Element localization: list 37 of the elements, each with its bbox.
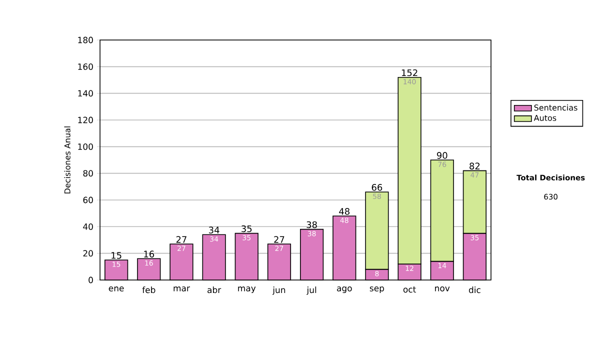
y-axis-title: Decisiones Anual [64, 126, 70, 194]
total-label: 35 [242, 225, 252, 232]
x-tick-label: mar [174, 286, 190, 292]
total-label: 38 [306, 221, 317, 228]
total-label: 66 [372, 184, 382, 191]
total-label: 27 [176, 236, 186, 243]
x-tick-label: jul [306, 286, 316, 295]
total-label: 16 [144, 250, 154, 258]
y-tick-label: 100 [78, 143, 93, 150]
legend-label: Sentencias [534, 104, 578, 111]
x-tick-label: feb [142, 286, 156, 294]
total-label: 15 [112, 252, 122, 259]
total-label: 90 [436, 152, 448, 159]
x-tick-label: ene [108, 286, 124, 292]
y-tick-label: 160 [78, 63, 93, 70]
x-tick-label: dic [468, 286, 480, 294]
total-label: 48 [339, 208, 350, 215]
y-tick-label: 180 [78, 36, 93, 44]
x-tick-label: ago [336, 286, 352, 294]
x-tick-label: may [238, 286, 256, 294]
y-tick-label: 20 [83, 250, 93, 257]
y-tick-label: 80 [83, 170, 93, 177]
y-tick-label: 0 [88, 276, 93, 284]
total-label: 27 [274, 236, 284, 243]
total-label: 34 [209, 226, 220, 234]
x-tick-label: abr [208, 286, 222, 294]
x-tick-label: jun [272, 286, 286, 295]
x-tick-label: oct [403, 286, 416, 293]
y-tick-label: 140 [78, 90, 93, 97]
y-tick-label: 120 [78, 116, 93, 124]
x-tick-label: nov [435, 286, 450, 292]
total-label: 82 [470, 162, 480, 170]
x-tick-label: sep [370, 286, 384, 294]
y-tick-label: 40 [83, 223, 93, 230]
total-label: 152 [402, 69, 418, 76]
legend-label: Autos [534, 114, 556, 121]
y-tick-label: 60 [83, 196, 93, 204]
